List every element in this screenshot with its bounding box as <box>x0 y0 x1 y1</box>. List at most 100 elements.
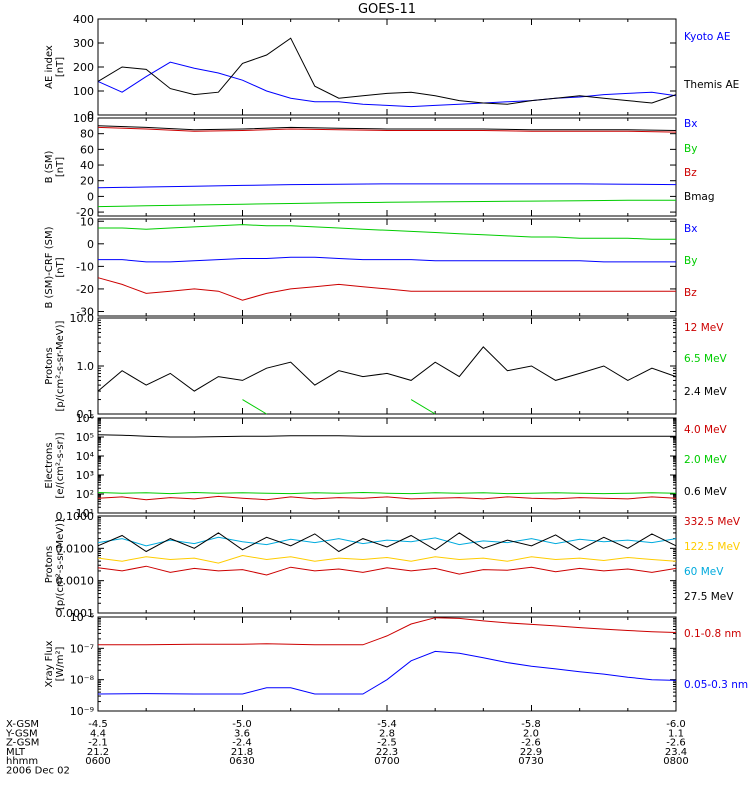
y-tick-label: 1.0 <box>77 360 95 373</box>
y-tick-label: 10 <box>80 215 94 228</box>
panel-frame-protons_lo <box>97 515 677 614</box>
legend-entry: Themis AE <box>683 79 739 91</box>
y-axis-title: Protons <box>44 347 55 384</box>
y-axis-title: Xray Flux <box>44 640 55 687</box>
y-tick-label: 60 <box>80 143 94 156</box>
y-tick-label: 10⁻⁶ <box>70 611 95 624</box>
y-axis-title: Electrons <box>44 442 55 488</box>
footer-row-label: MLT <box>6 747 26 758</box>
y-tick-label: 80 <box>80 128 94 141</box>
y-tick-label: 300 <box>73 37 94 50</box>
series-line-b_crf-0 <box>98 256 676 263</box>
legend-entry: By <box>684 143 697 155</box>
y-tick-label: -20 <box>76 206 94 219</box>
series-line-b_sm-1 <box>97 199 676 208</box>
series-line-protons_lo-2 <box>97 536 677 547</box>
footer-value: -5.8 <box>521 719 541 730</box>
y-tick-label: -10 <box>76 260 94 273</box>
y-tick-label: 10⁴ <box>76 450 95 463</box>
footer-value: 23.4 <box>665 747 687 758</box>
footer-value: 0630 <box>229 756 254 767</box>
footer-row-label: Z-GSM <box>6 738 39 749</box>
y-axis-title: [p/(cm²-s-sr-MeV)] <box>55 519 66 610</box>
panel-frame-xray <box>97 616 677 712</box>
y-tick-label: 10¹ <box>76 507 94 520</box>
y-tick-label: 200 <box>73 61 94 74</box>
legend-entry: Bmag <box>684 191 715 203</box>
footer-value: -2.4 <box>232 738 252 749</box>
series-line-ae-0 <box>97 61 677 108</box>
y-tick-label: 10⁵ <box>76 431 94 444</box>
y-tick-label: 0 <box>87 190 94 203</box>
y-tick-label: 0.0100 <box>56 542 95 555</box>
legend-entry: 0.1-0.8 nm <box>684 628 741 640</box>
legend-entry: Bz <box>684 167 697 179</box>
footer-value: -5.0 <box>232 719 252 730</box>
legend-entry: Bx <box>684 118 697 130</box>
footer-value: -2.6 <box>521 738 541 749</box>
legend-entry: 27.5 MeV <box>684 591 734 603</box>
footer-value: 1.1 <box>668 728 684 739</box>
footer-date: 2006 Dec 02 <box>6 766 70 777</box>
y-tick-label: 0 <box>87 238 94 251</box>
y-tick-label: 100 <box>73 85 94 98</box>
y-tick-label: 10⁻⁹ <box>70 705 94 718</box>
legend-entry: 332.5 MeV <box>684 516 741 528</box>
series-line-b_sm-2 <box>97 126 677 133</box>
series-line-electrons-2 <box>97 434 676 438</box>
legend-entry: Bx <box>684 223 697 235</box>
footer-value: -5.4 <box>377 719 397 730</box>
footer-value: 2.8 <box>379 728 395 739</box>
footer-value: 0800 <box>663 756 688 767</box>
y-tick-label: 0.1 <box>77 408 95 421</box>
footer-value: -6.0 <box>666 719 686 730</box>
y-tick-label: 0.0010 <box>56 575 95 588</box>
legend-entry: 4.0 MeV <box>684 424 728 436</box>
footer-value: -2.6 <box>666 738 686 749</box>
series-line-protons_lo-0 <box>97 565 677 576</box>
footer-value: -2.5 <box>377 738 397 749</box>
legend-entry: 2.4 MeV <box>684 386 728 398</box>
y-axis-title: [nT] <box>55 157 66 177</box>
y-tick-label: 10² <box>76 488 94 501</box>
series-line-b_sm-0 <box>97 183 677 189</box>
y-tick-label: 0.1000 <box>56 510 95 523</box>
series-line-b_crf-1 <box>98 224 676 240</box>
series-line-protons_hi-2 <box>97 346 677 392</box>
panel-frame-ae <box>97 18 677 116</box>
y-axis-title: B (SM) <box>44 150 55 183</box>
footer-value: 4.4 <box>90 728 106 739</box>
legend-entry: 122.5 MeV <box>684 541 741 553</box>
footer-value: 22.9 <box>520 747 542 758</box>
chart-title: GOES-11 <box>358 2 416 17</box>
series-line-protons_hi-1 <box>243 400 677 414</box>
series-line-protons_lo-3 <box>97 532 677 553</box>
y-axis-title: B (SM)-CRF (SM) <box>44 226 55 308</box>
footer-row-label: X-GSM <box>6 719 39 730</box>
y-tick-label: 0.0001 <box>56 607 95 620</box>
series-line-b_crf-2 <box>97 277 676 301</box>
footer-value: 0600 <box>85 756 110 767</box>
y-tick-label: 20 <box>80 175 94 188</box>
y-tick-label: 10⁻⁸ <box>70 674 95 687</box>
y-axis-title: [nT] <box>55 257 66 277</box>
footer-value: 22.3 <box>376 747 398 758</box>
y-tick-label: -30 <box>76 305 94 318</box>
footer-value: -4.5 <box>88 719 108 730</box>
footer-value: 2.0 <box>523 728 539 739</box>
y-tick-label: 40 <box>80 159 94 172</box>
y-axis-title: AE index <box>44 45 55 89</box>
legend-entry: 0.05-0.3 nm <box>684 679 748 691</box>
legend-entry: 12 MeV <box>684 322 724 334</box>
y-tick-label: 100 <box>73 112 94 125</box>
y-axis-title: [e/(cm²-s-sr)] <box>55 432 66 498</box>
y-tick-label: 10⁶ <box>76 412 95 425</box>
y-tick-label: 10.0 <box>70 312 95 325</box>
footer-row-label: Y-GSM <box>5 728 38 739</box>
series-line-xray-1 <box>97 650 677 695</box>
y-tick-label: 0 <box>87 109 94 122</box>
legend-entry: 6.5 MeV <box>684 353 728 365</box>
y-axis-title: Protons <box>44 546 55 583</box>
